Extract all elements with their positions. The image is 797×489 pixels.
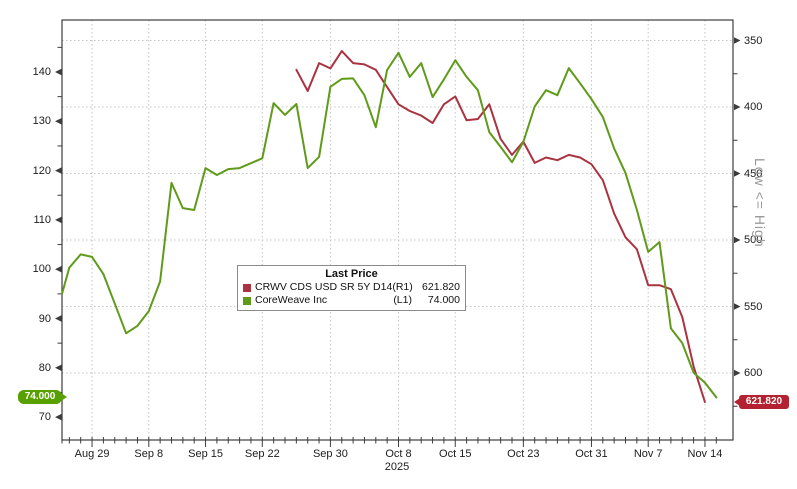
left-axis-tick-arrow <box>55 266 62 273</box>
right-axis-tick-label: 550 <box>744 300 763 313</box>
x-axis-tick-label: Oct 8 <box>385 448 412 460</box>
legend-axis-tag-cds: (R1) <box>392 281 413 293</box>
legend-box: Last Price CRWV CDS USD SR 5Y D14 (R1) 6… <box>237 265 466 311</box>
x-axis-tick-label: Nov 14 <box>687 448 723 460</box>
legend-axis-tag-coreweave: (L1) <box>393 294 412 306</box>
right-axis-tick-arrow <box>734 103 741 111</box>
right-axis-tick-label: 600 <box>744 367 763 379</box>
left-axis-tick-arrow <box>55 118 62 125</box>
right-axis-tick-arrow <box>734 303 741 310</box>
left-axis-tick-arrow <box>55 167 62 174</box>
left-axis-tick-arrow <box>55 413 62 421</box>
left-axis-tick-label: 130 <box>32 115 51 128</box>
legend-value-coreweave: 74.000 <box>427 294 460 306</box>
x-axis-tick-label: Oct 31 <box>575 448 608 460</box>
x-axis-tick-label: Aug 29 <box>74 448 110 460</box>
x-axis-tick-label: Oct 23 <box>507 448 540 460</box>
legend-title: Last Price <box>325 268 378 280</box>
left-axis-tick-label: 120 <box>32 164 51 177</box>
left-axis-tick-label: 140 <box>32 66 51 78</box>
crwv-cds-line <box>295 50 706 403</box>
right-axis-tick-label: 450 <box>744 167 763 180</box>
legend-row-cds: CRWV CDS USD SR 5Y D14 (R1) 621.820 <box>243 281 460 294</box>
coreweave-price-line <box>61 51 718 399</box>
x-axis-tick-label: Sep 8 <box>134 448 164 460</box>
last-price-badge-coreweave: 74.000 <box>18 390 67 404</box>
x-axis-tick-label: Sep 15 <box>188 448 223 460</box>
last-price-badge-cds: 621.820 <box>734 395 789 409</box>
right-axis-direction-label: Low <= High <box>752 158 768 248</box>
left-axis-tick-arrow <box>55 364 62 371</box>
left-axis-tick-arrow <box>55 68 62 76</box>
coreweave-series-swatch <box>243 296 251 305</box>
legend-value-cds: 621.820 <box>422 281 460 293</box>
legend-label-coreweave: CoreWeave Inc <box>255 294 328 306</box>
right-axis-tick-label: 350 <box>744 34 763 47</box>
left-axis-tick-arrow <box>55 315 62 322</box>
x-axis-year-label: 2025 <box>384 461 410 473</box>
legend-label-cds: CRWV CDS USD SR 5Y D14 <box>255 281 393 293</box>
right-axis-tick-label: 500 <box>744 234 763 246</box>
x-axis-tick-label: Sep 22 <box>244 448 280 460</box>
left-axis-tick-arrow <box>55 216 62 224</box>
x-axis-tick-label: Oct 15 <box>439 448 472 460</box>
left-axis-tick-label: 90 <box>38 312 51 325</box>
left-axis-tick-label: 70 <box>38 411 51 424</box>
left-axis-tick-label: 110 <box>33 213 51 226</box>
right-axis-tick-arrow <box>734 170 741 177</box>
right-axis-tick-arrow <box>734 37 741 44</box>
x-axis-tick-label: Nov 7 <box>633 448 663 460</box>
left-axis-tick-label: 80 <box>38 361 51 374</box>
right-axis-tick-label: 400 <box>744 101 763 113</box>
legend-row-coreweave: CoreWeave Inc (L1) 74.000 <box>243 294 460 307</box>
x-axis-tick-label: Sep 30 <box>312 448 348 460</box>
left-axis-tick-label: 100 <box>32 263 51 276</box>
plot-frame <box>61 19 734 441</box>
cds-series-swatch <box>243 283 251 292</box>
right-axis-tick-arrow <box>734 369 741 377</box>
right-axis-tick-arrow <box>734 236 741 244</box>
